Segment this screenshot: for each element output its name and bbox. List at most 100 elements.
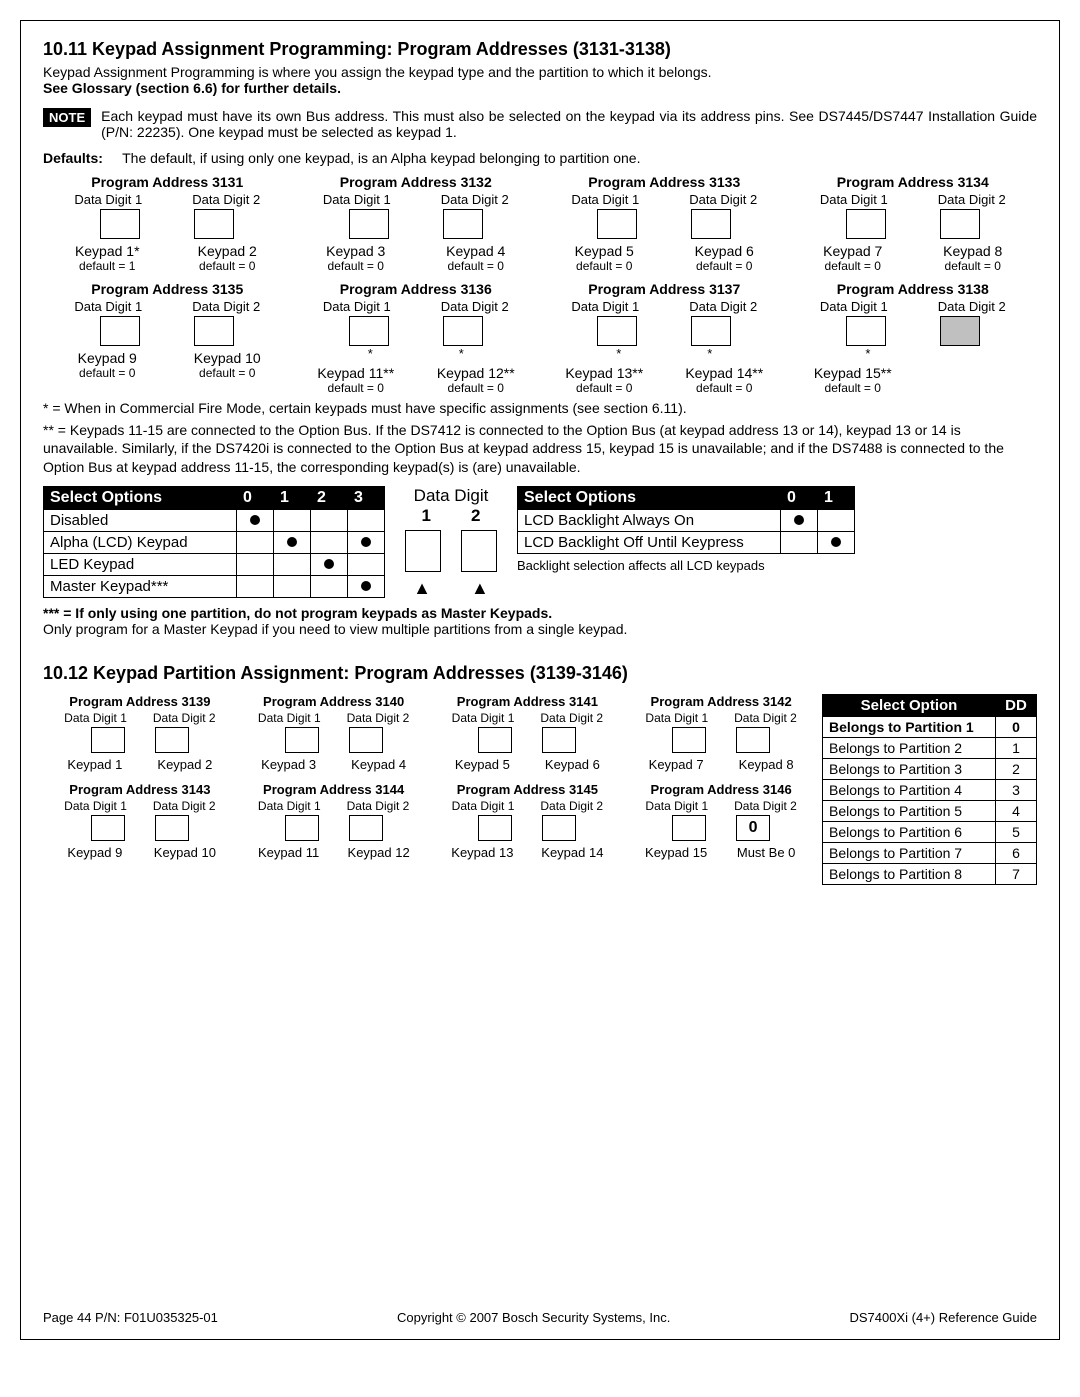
note-badge: NOTE xyxy=(43,108,91,127)
keypad-label: Keypad 15** xyxy=(808,365,898,381)
data-box[interactable] xyxy=(443,316,483,346)
option-cell xyxy=(311,575,348,597)
keypad-label: Keypad 1* xyxy=(62,243,152,259)
data-box[interactable] xyxy=(91,727,125,753)
data-box[interactable] xyxy=(100,209,140,239)
address-title: Program Address 3137 xyxy=(540,281,789,297)
address-title: Program Address 3131 xyxy=(43,174,292,190)
option-cell xyxy=(311,553,348,575)
data-box[interactable] xyxy=(155,815,189,841)
partition-title: Program Address 3143 xyxy=(43,782,237,797)
data-box[interactable] xyxy=(597,316,637,346)
partition-dd: 4 xyxy=(996,800,1037,821)
default-label: default = 0 xyxy=(433,259,519,273)
data-box[interactable] xyxy=(736,727,770,753)
option-cell xyxy=(348,553,385,575)
dd-label: Data Digit 2 xyxy=(540,711,603,725)
dd-label: Data Digit 1 xyxy=(64,711,127,725)
dd-box-2[interactable] xyxy=(461,530,497,572)
option-cell xyxy=(274,531,311,553)
dd-label: Data Digit 2 xyxy=(441,192,509,207)
default-label: default = 0 xyxy=(313,381,399,395)
data-box[interactable] xyxy=(846,316,886,346)
section-2-heading: 10.12 Keypad Partition Assignment: Progr… xyxy=(43,663,1037,684)
data-box[interactable] xyxy=(349,316,389,346)
option-cell xyxy=(818,509,855,531)
data-box[interactable] xyxy=(691,209,731,239)
data-box[interactable] xyxy=(285,815,319,841)
dd-label: Data Digit 2 xyxy=(938,299,1006,314)
option-cell xyxy=(274,575,311,597)
address-block: Program Address 3138Data Digit 1Data Dig… xyxy=(789,281,1038,395)
keypad-label: Keypad 1 xyxy=(59,757,131,772)
data-box[interactable]: 0 xyxy=(736,815,770,841)
data-box[interactable] xyxy=(285,727,319,753)
dd-col-2: 2 xyxy=(471,506,480,526)
keypad-label: Keypad 13** xyxy=(559,365,649,381)
arrow-up-icon: ▲ xyxy=(471,578,489,599)
star-note-1: * = When in Commercial Fire Mode, certai… xyxy=(43,399,1037,417)
address-block: Program Address 3133Data Digit 1Data Dig… xyxy=(540,174,789,273)
dd-label: Data Digit 1 xyxy=(323,299,391,314)
dd-label: Data Digit 2 xyxy=(347,799,410,813)
data-box[interactable] xyxy=(100,316,140,346)
data-box[interactable] xyxy=(672,727,706,753)
dd-box-1[interactable] xyxy=(405,530,441,572)
data-box[interactable] xyxy=(597,209,637,239)
select-tables-row: Select Options0123DisabledAlpha (LCD) Ke… xyxy=(43,486,1037,599)
partition-label: Belongs to Partition 7 xyxy=(823,842,996,863)
partition-block: Program Address 3142Data Digit 1Data Dig… xyxy=(624,694,818,772)
dd-label: Data Digit 2 xyxy=(153,711,216,725)
partition-row-1: Program Address 3139Data Digit 1Data Dig… xyxy=(43,694,818,772)
data-box[interactable] xyxy=(349,815,383,841)
address-title: Program Address 3136 xyxy=(292,281,541,297)
dd-label: Data Digit 1 xyxy=(820,192,888,207)
data-box[interactable] xyxy=(940,209,980,239)
page-footer: Page 44 P/N: F01U035325-01 Copyright © 2… xyxy=(43,1310,1037,1325)
keypad-label: Keypad 10 xyxy=(182,350,272,366)
asterisk: * xyxy=(616,346,621,361)
data-box[interactable] xyxy=(846,209,886,239)
data-box[interactable] xyxy=(443,209,483,239)
defaults-row: Defaults: The default, if using only one… xyxy=(43,150,1037,166)
data-box[interactable] xyxy=(349,727,383,753)
data-box[interactable] xyxy=(672,815,706,841)
keypad-label: Must Be 0 xyxy=(730,845,802,860)
data-box[interactable] xyxy=(194,316,234,346)
dd-label: Data Digit 2 xyxy=(734,711,797,725)
partition-block: Program Address 3144Data Digit 1Data Dig… xyxy=(237,782,431,860)
data-box[interactable] xyxy=(542,727,576,753)
partition-block: Program Address 3140Data Digit 1Data Dig… xyxy=(237,694,431,772)
option-cell xyxy=(348,575,385,597)
partition-label: Belongs to Partition 5 xyxy=(823,800,996,821)
default-label: default = 0 xyxy=(561,381,647,395)
data-box[interactable] xyxy=(478,815,512,841)
address-title: Program Address 3135 xyxy=(43,281,292,297)
option-cell xyxy=(274,553,311,575)
partition-title: Program Address 3140 xyxy=(237,694,431,709)
keypad-label: Keypad 15 xyxy=(640,845,712,860)
address-block: Program Address 3132Data Digit 1Data Dig… xyxy=(292,174,541,273)
option-label: LED Keypad xyxy=(44,553,237,575)
data-box[interactable] xyxy=(91,815,125,841)
note-text: Each keypad must have its own Bus addres… xyxy=(101,108,1037,140)
dd-label: Data Digit 1 xyxy=(452,799,515,813)
partition-block: Program Address 3139Data Digit 1Data Dig… xyxy=(43,694,237,772)
default-label: default = 0 xyxy=(810,381,896,395)
partition-dd: 3 xyxy=(996,779,1037,800)
footer-right: DS7400Xi (4+) Reference Guide xyxy=(849,1310,1037,1325)
keypad-label: Keypad 10 xyxy=(149,845,221,860)
keypad-label: Keypad 6 xyxy=(679,243,769,259)
note-row: NOTE Each keypad must have its own Bus a… xyxy=(43,108,1037,140)
dd-label: Data Digit 1 xyxy=(645,799,708,813)
data-box[interactable] xyxy=(155,727,189,753)
option-cell xyxy=(781,509,818,531)
data-box[interactable] xyxy=(542,815,576,841)
data-box[interactable] xyxy=(478,727,512,753)
partition-title: Program Address 3146 xyxy=(624,782,818,797)
option-cell xyxy=(781,531,818,553)
data-box[interactable] xyxy=(194,209,234,239)
data-box[interactable] xyxy=(691,316,731,346)
data-box[interactable] xyxy=(349,209,389,239)
partition-dd: 2 xyxy=(996,758,1037,779)
